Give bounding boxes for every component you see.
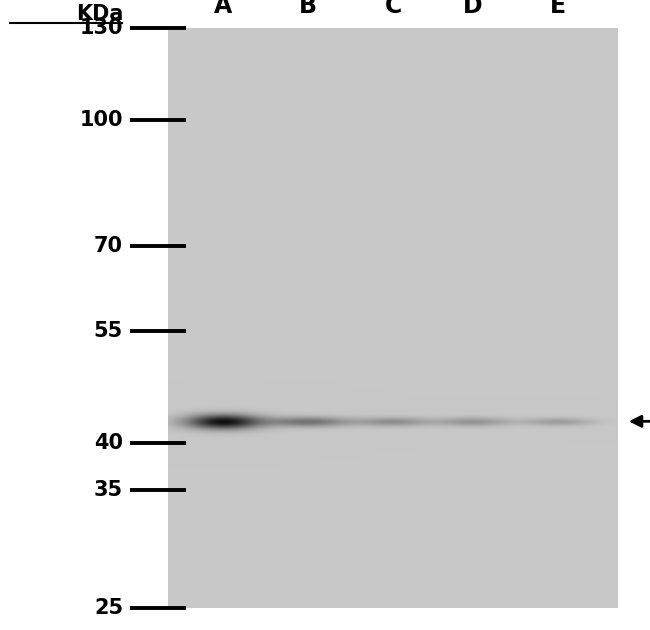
Text: E: E	[550, 0, 566, 18]
Text: 70: 70	[94, 236, 123, 256]
Text: 25: 25	[94, 598, 123, 618]
Text: 55: 55	[94, 321, 123, 341]
Text: 130: 130	[79, 18, 123, 38]
Bar	[618, 0, 650, 630]
Bar	[0, 0, 650, 28]
Text: D: D	[463, 0, 483, 18]
Text: 40: 40	[94, 433, 123, 452]
Bar	[0, 608, 650, 630]
Text: C: C	[384, 0, 402, 18]
Text: 35: 35	[94, 479, 123, 500]
Text: A: A	[214, 0, 232, 18]
Bar	[168, 28, 618, 608]
Bar	[0, 0, 168, 630]
Text: 100: 100	[79, 110, 123, 130]
Text: KDa: KDa	[75, 4, 123, 24]
Text: B: B	[299, 0, 317, 18]
